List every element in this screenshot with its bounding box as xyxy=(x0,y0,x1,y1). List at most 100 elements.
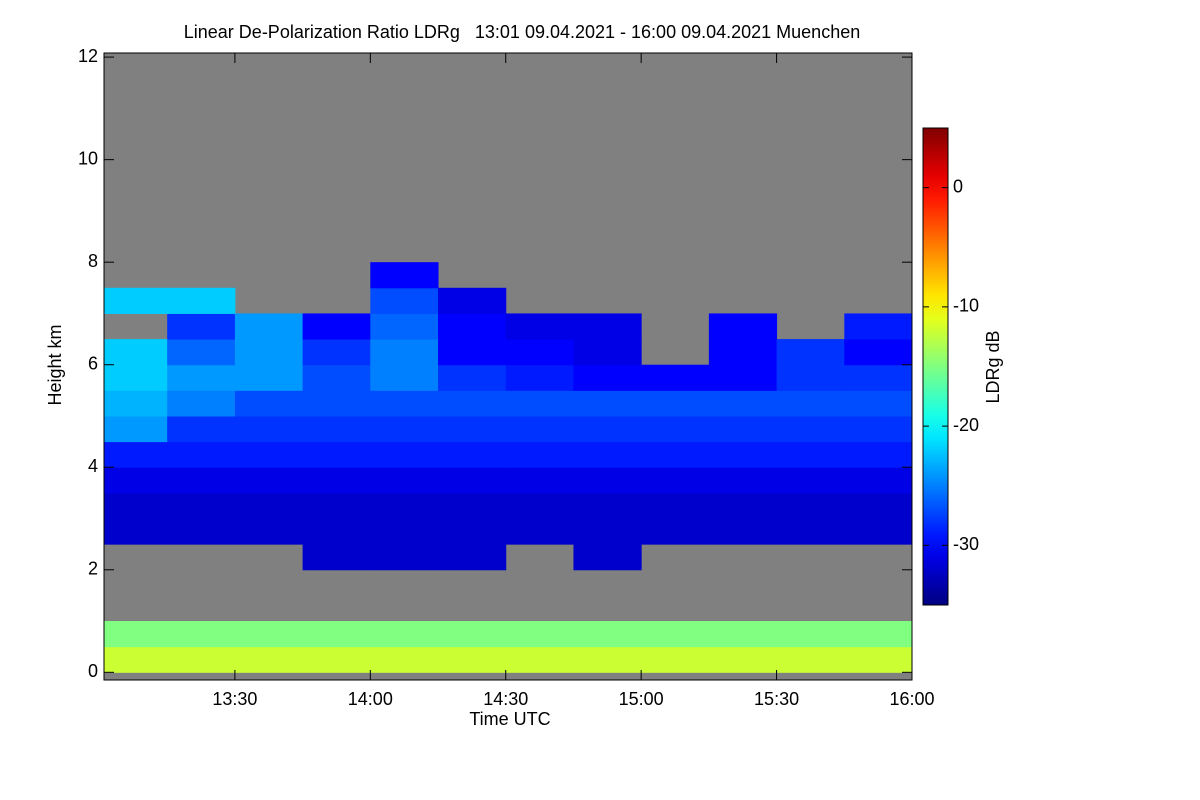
heatmap-cell xyxy=(708,441,778,468)
plot-frame xyxy=(103,52,913,681)
heatmap-cell xyxy=(776,646,845,673)
heatmap-cell xyxy=(776,339,845,366)
heatmap-cell xyxy=(438,518,507,545)
heatmap-cell xyxy=(438,390,507,417)
colorbar-label: LDRg dB xyxy=(983,330,1003,403)
heatmap-cell xyxy=(708,492,778,520)
heatmap-cell xyxy=(438,313,507,340)
heatmap-cell xyxy=(641,415,710,443)
heatmap-cell xyxy=(104,621,168,648)
heatmap-cell xyxy=(776,518,845,545)
heatmap-cell xyxy=(708,339,778,366)
heatmap-cell xyxy=(167,390,236,417)
y-tick-label: 6 xyxy=(88,353,98,373)
heatmap-cell xyxy=(776,364,845,391)
colorbar xyxy=(922,127,949,606)
x-tick-label: 13:30 xyxy=(212,689,257,709)
heatmap-cell xyxy=(438,364,507,391)
heatmap-cell xyxy=(708,646,778,673)
heatmap-cell xyxy=(776,441,845,468)
heatmap-cell xyxy=(776,390,845,417)
heatmap-cell xyxy=(302,313,371,340)
heatmap-cell xyxy=(573,339,642,366)
heatmap-cell xyxy=(370,467,439,494)
x-tick-label: 14:00 xyxy=(348,689,393,709)
heatmap-cell xyxy=(104,287,168,314)
heatmap-cell xyxy=(438,287,507,314)
heatmap-cell xyxy=(370,621,439,648)
heatmap-cell xyxy=(370,364,439,391)
heatmap-cell xyxy=(708,621,778,648)
heatmap-cell xyxy=(844,415,913,443)
heatmap-cell xyxy=(167,339,236,366)
heatmap-cell xyxy=(370,646,439,673)
heatmap-cell xyxy=(776,621,845,648)
heatmap-cell xyxy=(641,441,710,468)
heatmap-cell xyxy=(505,492,574,520)
y-tick-label: 0 xyxy=(88,661,98,681)
heatmap-cell xyxy=(573,313,642,340)
heatmap-cell xyxy=(573,467,642,494)
heatmap-cell xyxy=(438,467,507,494)
heatmap-cell xyxy=(104,467,168,494)
heatmap-cell xyxy=(370,287,439,314)
heatmap-cell xyxy=(573,492,642,520)
heatmap-cell xyxy=(167,492,236,520)
heatmap-cell xyxy=(302,467,371,494)
heatmap-cell xyxy=(302,518,371,545)
heatmap-cell xyxy=(708,467,778,494)
heatmap-cell xyxy=(641,646,710,673)
heatmap-cell xyxy=(505,646,574,673)
heatmap-cell xyxy=(104,492,168,520)
heatmap-cell xyxy=(302,492,371,520)
heatmap-cell xyxy=(234,646,304,673)
heatmap-cell xyxy=(167,467,236,494)
heatmap-cell xyxy=(776,492,845,520)
heatmap-cell xyxy=(573,415,642,443)
heatmap-cell xyxy=(573,364,642,391)
y-tick-label: 2 xyxy=(88,559,98,579)
heatmap-cell xyxy=(844,441,913,468)
heatmap-cell xyxy=(641,467,710,494)
heatmap-cell xyxy=(104,339,168,366)
heatmap-cell xyxy=(505,621,574,648)
heatmap-cell xyxy=(844,364,913,391)
heatmap-cell xyxy=(104,646,168,673)
chart-title: Linear De-Polarization Ratio LDRg 13:01 … xyxy=(184,22,860,42)
heatmap-cell xyxy=(438,441,507,468)
heatmap-cell xyxy=(844,339,913,366)
heatmap-cell xyxy=(844,646,913,673)
x-axis-label: Time UTC xyxy=(469,709,550,729)
heatmap-cell xyxy=(370,339,439,366)
heatmap-cell xyxy=(438,415,507,443)
heatmap-cell xyxy=(234,518,304,545)
x-tick-label: 14:30 xyxy=(483,689,528,709)
heatmap-cell xyxy=(234,441,304,468)
heatmap-cell xyxy=(505,415,574,443)
colorbar-tick-label: -10 xyxy=(953,296,979,316)
heatmap-cell xyxy=(573,390,642,417)
heatmap-cell xyxy=(505,518,574,545)
x-tick-label: 15:00 xyxy=(619,689,664,709)
heatmap-cell xyxy=(370,441,439,468)
heatmap-cell xyxy=(573,544,642,571)
y-tick-label: 10 xyxy=(78,148,98,168)
heatmap-cell xyxy=(234,339,304,366)
heatmap-cell xyxy=(370,544,439,571)
heatmap-cell xyxy=(438,339,507,366)
heatmap-cell xyxy=(641,492,710,520)
heatmap-cell xyxy=(370,313,439,340)
heatmap-cell xyxy=(104,364,168,391)
heatmap-cell xyxy=(302,441,371,468)
heatmap-cell xyxy=(844,467,913,494)
heatmap-cell xyxy=(104,390,168,417)
y-tick-label: 8 xyxy=(88,251,98,271)
heatmap-cell xyxy=(104,518,168,545)
heatmap-cell xyxy=(573,518,642,545)
heatmap-cell xyxy=(844,313,913,340)
heatmap-cell xyxy=(234,364,304,391)
heatmap-cell xyxy=(573,441,642,468)
heatmap-cell xyxy=(708,518,778,545)
heatmap-cell xyxy=(302,621,371,648)
